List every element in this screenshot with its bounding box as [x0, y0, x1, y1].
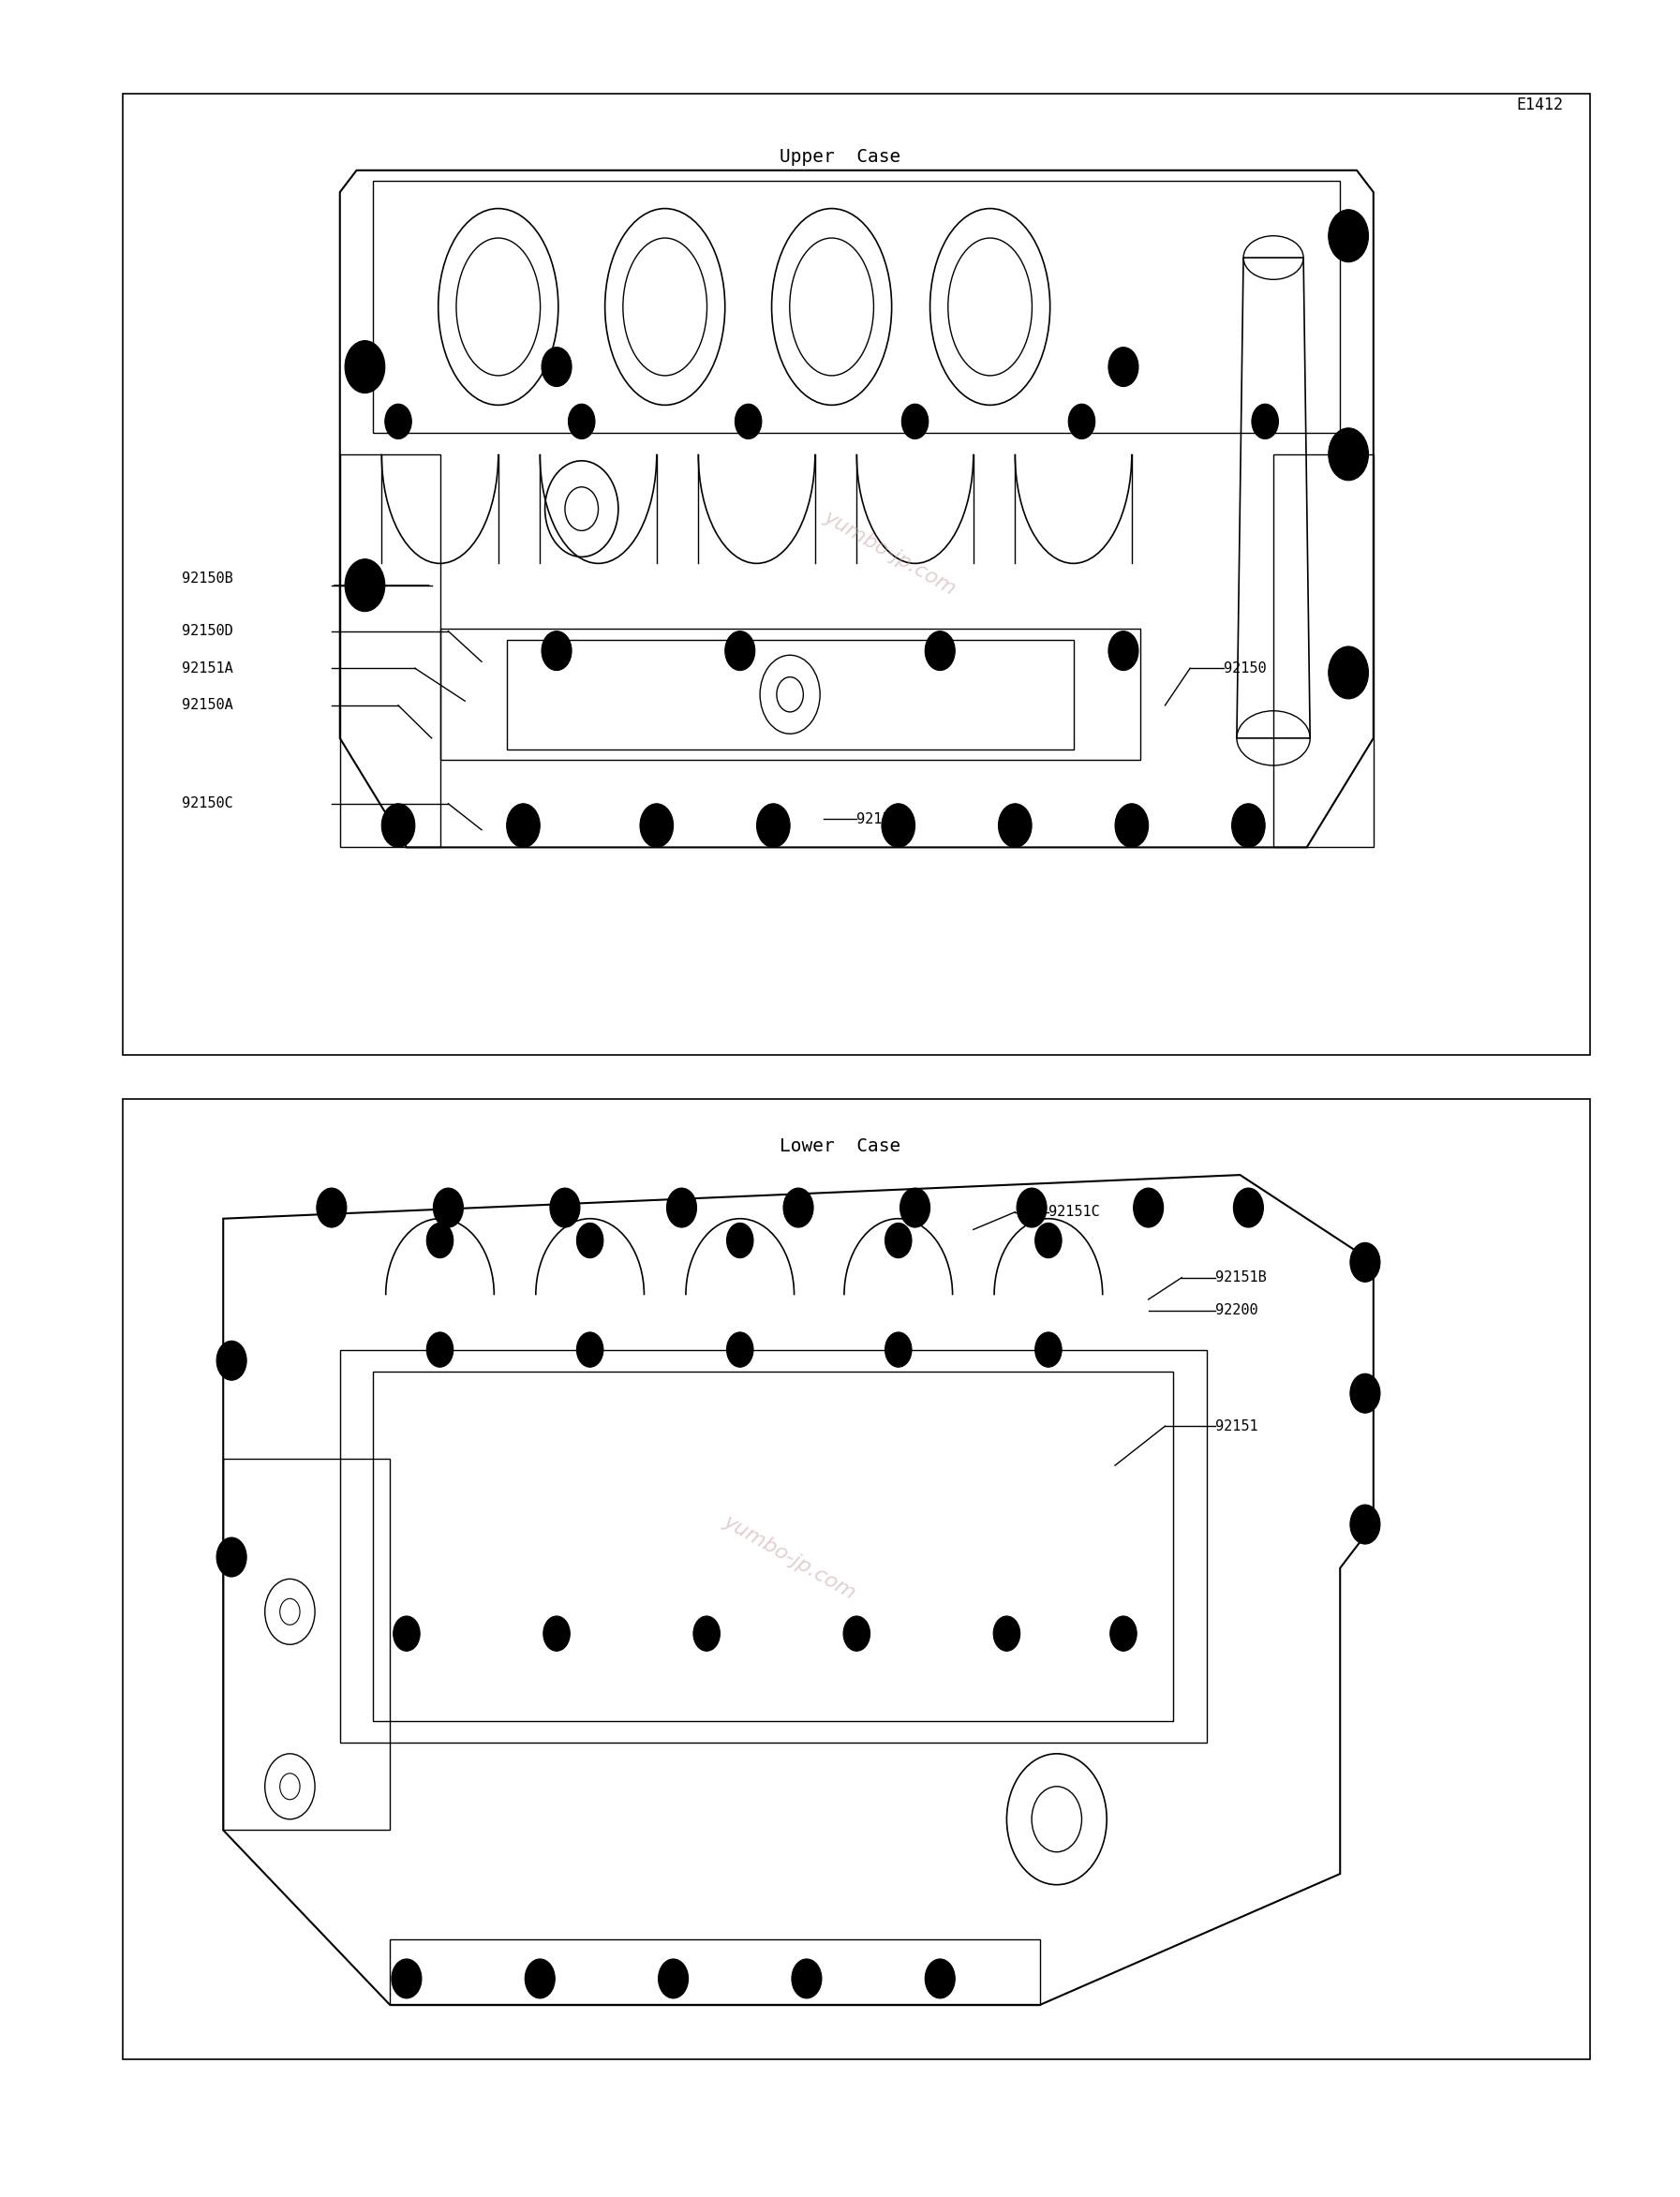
Circle shape: [1351, 1244, 1379, 1283]
Circle shape: [427, 1331, 454, 1367]
Circle shape: [1035, 1331, 1062, 1367]
Text: Upper  Case: Upper Case: [780, 149, 900, 167]
Circle shape: [524, 1960, 554, 1999]
Circle shape: [926, 631, 954, 670]
Text: E1412: E1412: [1517, 97, 1564, 114]
FancyBboxPatch shape: [123, 1098, 1591, 2059]
Circle shape: [344, 341, 385, 393]
Text: 92150A: 92150A: [181, 699, 234, 712]
Circle shape: [926, 1960, 954, 1999]
Circle shape: [993, 1617, 1020, 1652]
Text: 92151A: 92151A: [181, 661, 234, 674]
Circle shape: [1329, 209, 1369, 261]
Text: 92151C: 92151C: [1048, 1204, 1100, 1219]
Circle shape: [659, 1960, 689, 1999]
Text: 92151B: 92151B: [1215, 1270, 1267, 1285]
Circle shape: [727, 1331, 753, 1367]
Text: 92151: 92151: [1215, 1419, 1258, 1432]
Circle shape: [576, 1224, 603, 1259]
Text: 92150B: 92150B: [181, 571, 234, 587]
Circle shape: [1233, 1189, 1263, 1228]
Circle shape: [1109, 631, 1139, 670]
Circle shape: [576, 1331, 603, 1367]
Circle shape: [1109, 347, 1139, 387]
Circle shape: [507, 804, 539, 848]
Circle shape: [1231, 804, 1265, 848]
Circle shape: [381, 804, 415, 848]
Circle shape: [316, 1189, 346, 1228]
Circle shape: [694, 1617, 721, 1652]
Circle shape: [1252, 404, 1278, 439]
Circle shape: [843, 1617, 870, 1652]
Circle shape: [1329, 428, 1369, 481]
Circle shape: [756, 804, 790, 848]
Circle shape: [568, 404, 595, 439]
Circle shape: [667, 1189, 697, 1228]
Circle shape: [791, 1960, 822, 1999]
Circle shape: [1351, 1505, 1379, 1544]
Circle shape: [549, 1189, 580, 1228]
Circle shape: [885, 1331, 912, 1367]
Text: 92150D: 92150D: [181, 624, 234, 637]
Circle shape: [1116, 804, 1149, 848]
Circle shape: [344, 558, 385, 611]
Circle shape: [1110, 1617, 1137, 1652]
Circle shape: [726, 631, 754, 670]
Circle shape: [734, 404, 761, 439]
Circle shape: [541, 347, 571, 387]
Circle shape: [902, 404, 929, 439]
Circle shape: [727, 1224, 753, 1259]
Text: 92150D: 92150D: [857, 813, 907, 826]
Circle shape: [217, 1538, 247, 1577]
Text: yumbo-jp.com: yumbo-jp.com: [721, 1512, 860, 1602]
Circle shape: [391, 1960, 422, 1999]
Text: 92150C: 92150C: [181, 798, 234, 811]
Circle shape: [1016, 1189, 1047, 1228]
Circle shape: [783, 1189, 813, 1228]
Circle shape: [640, 804, 674, 848]
Circle shape: [1351, 1373, 1379, 1413]
Text: 92150: 92150: [1223, 661, 1267, 674]
Circle shape: [385, 404, 412, 439]
Text: yumbo-jp.com: yumbo-jp.com: [820, 508, 959, 598]
Circle shape: [543, 1617, 570, 1652]
Circle shape: [998, 804, 1032, 848]
Circle shape: [900, 1189, 931, 1228]
Circle shape: [541, 631, 571, 670]
Circle shape: [1035, 1224, 1062, 1259]
Circle shape: [1068, 404, 1095, 439]
Text: 92200: 92200: [1215, 1303, 1258, 1318]
FancyBboxPatch shape: [123, 94, 1591, 1055]
Circle shape: [885, 1224, 912, 1259]
Circle shape: [882, 804, 916, 848]
Circle shape: [1329, 646, 1369, 699]
Circle shape: [1134, 1189, 1163, 1228]
Circle shape: [427, 1224, 454, 1259]
Circle shape: [217, 1340, 247, 1380]
Circle shape: [433, 1189, 464, 1228]
Circle shape: [393, 1617, 420, 1652]
Text: Lower  Case: Lower Case: [780, 1138, 900, 1156]
